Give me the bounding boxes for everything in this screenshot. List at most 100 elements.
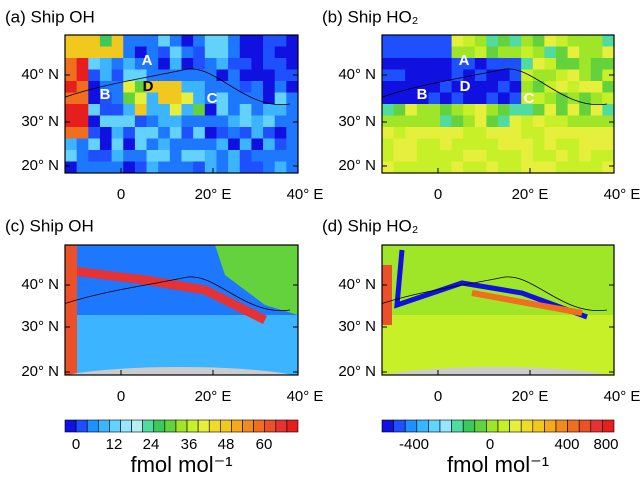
colorbar-box [86, 419, 99, 433]
no-data [384, 367, 610, 375]
lon-tick-label: 40° E [604, 186, 641, 203]
map-cell [602, 104, 614, 116]
map-cell [134, 104, 148, 116]
map-cell [88, 127, 101, 139]
map-cell [521, 115, 534, 128]
map-cell [88, 161, 101, 173]
map-cell [65, 46, 78, 59]
map-cell [393, 104, 406, 116]
colorbar-tick-label: 800 [593, 436, 618, 453]
map-cell [99, 46, 113, 59]
map-cell [193, 35, 206, 47]
map-cell [181, 35, 194, 47]
map-cell [134, 138, 148, 151]
map-cell [463, 104, 476, 116]
colorbar-box [381, 419, 394, 433]
map-cell [544, 161, 557, 173]
map-cell [65, 35, 78, 47]
map-cell [123, 46, 136, 59]
site-marker: B [100, 86, 111, 103]
map-cell [393, 138, 406, 151]
map-cell [451, 161, 464, 173]
map-cell [123, 115, 136, 128]
map-cell [204, 115, 217, 128]
map-cell [65, 81, 78, 93]
map-cell [440, 69, 453, 82]
map-cell [405, 81, 418, 93]
map-cell [463, 46, 476, 59]
map-cell [251, 127, 264, 139]
map-cell [474, 81, 487, 93]
map-cell [99, 35, 113, 47]
map-cell [416, 138, 429, 151]
map-cell [382, 115, 395, 128]
map-cell [193, 81, 206, 93]
map-cell [76, 92, 89, 105]
map-cell [416, 92, 429, 105]
map-cell [498, 35, 511, 47]
map-cell [99, 81, 113, 93]
map-cell [498, 104, 511, 116]
map-cell [474, 150, 487, 162]
map-cell [216, 104, 229, 116]
map-cell [88, 115, 101, 128]
colorbar-box [532, 419, 545, 433]
map-cell [134, 46, 148, 59]
map-cell [158, 104, 171, 116]
map-cell [440, 115, 453, 128]
map-cell [228, 161, 241, 173]
map-cell [428, 150, 441, 162]
map-cell [382, 35, 395, 47]
map-cell [474, 58, 487, 70]
map-cell [428, 69, 441, 82]
map-cell [416, 115, 429, 128]
map-cell [263, 58, 276, 70]
map-cell [393, 150, 406, 162]
map-cell [251, 115, 264, 128]
map-cell [99, 161, 113, 173]
map-cell [193, 58, 206, 70]
map-cell [123, 161, 136, 173]
colorbar-tick-label: 0 [72, 436, 80, 453]
colorbar-tick-label: 0 [486, 436, 494, 453]
map-cell [169, 58, 182, 70]
colorbar-box [520, 419, 534, 433]
map-cell [169, 69, 182, 82]
map-cell [544, 81, 557, 93]
map-cell [216, 46, 229, 59]
map-cell [416, 46, 429, 59]
map-cell [544, 35, 557, 47]
map-cell [251, 104, 264, 116]
map-frame [64, 34, 299, 174]
map-cell [382, 46, 395, 59]
map-cell [521, 81, 534, 93]
map-cell [556, 104, 569, 116]
map-cell [382, 104, 395, 116]
map-cell [498, 161, 511, 173]
map-cell [393, 46, 406, 59]
map-cell [463, 138, 476, 151]
map-cell [169, 35, 182, 47]
map-cell [544, 138, 557, 151]
map-cell [428, 35, 441, 47]
map-cell [428, 138, 441, 151]
map-cell [158, 92, 171, 105]
map-cell [416, 104, 429, 116]
map-field [382, 35, 614, 173]
map-cell [181, 127, 194, 139]
map-cell [498, 138, 511, 151]
map-cell [393, 92, 406, 105]
panel-title: (d) Ship HO₂ [322, 216, 418, 235]
lat-tick-label: 30° N [338, 318, 376, 335]
map-cell [146, 35, 159, 47]
map-cell [440, 46, 453, 59]
map-cell [428, 58, 441, 70]
map-cell [532, 161, 545, 173]
map-cell [286, 81, 298, 93]
colorbar-box [602, 419, 615, 433]
map-cell [556, 58, 569, 70]
map-cell [251, 69, 264, 82]
map-cell [274, 115, 287, 128]
ship-track [471, 290, 583, 316]
map-cell [239, 58, 252, 70]
